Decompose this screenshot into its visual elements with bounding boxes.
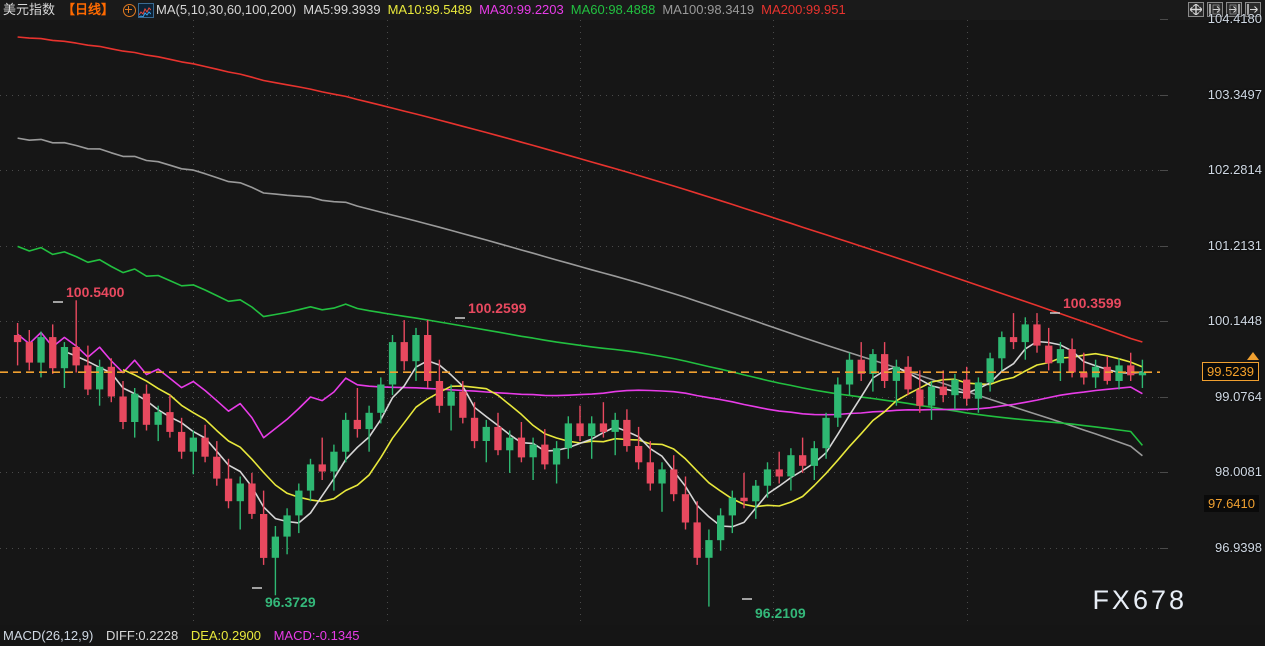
symbol-name[interactable]: 美元指数	[3, 2, 56, 17]
macd-diff-value: DIFF:0.2228	[105, 628, 179, 643]
axis-tick-mark	[1160, 321, 1168, 322]
axis-tick-label: 104.4180	[1207, 11, 1262, 26]
ma100-value: MA100:98.3419	[662, 2, 755, 17]
current-price-arrow-icon	[1247, 352, 1259, 361]
macd-indicator-bar: MACD(26,12,9) DIFF:0.2228 DEA:0.2900 MAC…	[0, 625, 1265, 646]
axis-tick-label: 100.1448	[1207, 313, 1262, 328]
prev-close-badge[interactable]: 97.6410	[1204, 495, 1259, 513]
chart-toolbar	[1188, 2, 1261, 17]
axis-tick-label: 101.2131	[1207, 238, 1262, 253]
axis-tick-label: 102.2814	[1207, 162, 1262, 177]
ma10-value: MA10:99.5489	[387, 2, 473, 17]
jump-out-icon[interactable]	[1245, 2, 1261, 17]
axis-tick-mark	[1160, 170, 1168, 171]
axis-tick-mark	[1160, 19, 1168, 20]
crosshair-circle-icon[interactable]	[123, 3, 137, 17]
ma200-value: MA200:99.951	[761, 2, 846, 17]
axis-tick-mark	[1160, 397, 1168, 398]
current-price-badge[interactable]: 99.5239	[1202, 362, 1259, 382]
mini-chart-icon[interactable]	[138, 2, 155, 18]
chart-header-bar: 美元指数 【日线】 MA(5,10,30,60,100,200) MA5:99.…	[0, 0, 1265, 20]
axis-tick-mark	[1160, 95, 1168, 96]
axis-tick-label: 99.0764	[1215, 389, 1262, 404]
macd-config-label: MACD(26,12,9)	[3, 628, 94, 643]
ma-line	[17, 36, 1143, 343]
period-label[interactable]: 【日线】	[62, 2, 115, 17]
axis-tick-mark	[1160, 472, 1168, 473]
price-axis[interactable]: 104.4180 103.3497 102.2814 101.2131 100.1448…	[1160, 11, 1265, 625]
ma-line	[122, 352, 1143, 508]
ma60-value: MA60:98.4888	[570, 2, 656, 17]
ma-line	[17, 245, 1144, 446]
first-page-icon[interactable]	[1207, 2, 1223, 17]
axis-tick-label: 96.9398	[1215, 540, 1262, 555]
ma-config-label: MA(5,10,30,60,100,200)	[156, 2, 297, 17]
axis-tick-label: 103.3497	[1207, 87, 1262, 102]
next-page-icon[interactable]	[1226, 2, 1242, 17]
macd-macd-value: MACD:-0.1345	[273, 628, 360, 643]
watermark: FX678	[1092, 585, 1187, 615]
axis-tick-label: 98.0081	[1215, 464, 1262, 479]
axis-tick-mark	[1160, 246, 1168, 247]
axis-tick-mark	[1160, 548, 1168, 549]
ma5-value: MA5:99.3939	[303, 2, 381, 17]
candlestick-plot[interactable]	[0, 20, 1160, 625]
grid-lines	[0, 20, 1160, 625]
crosshair-move-icon[interactable]	[1188, 2, 1204, 17]
macd-dea-value: DEA:0.2900	[190, 628, 261, 643]
ma30-value: MA30:99.2203	[479, 2, 564, 17]
